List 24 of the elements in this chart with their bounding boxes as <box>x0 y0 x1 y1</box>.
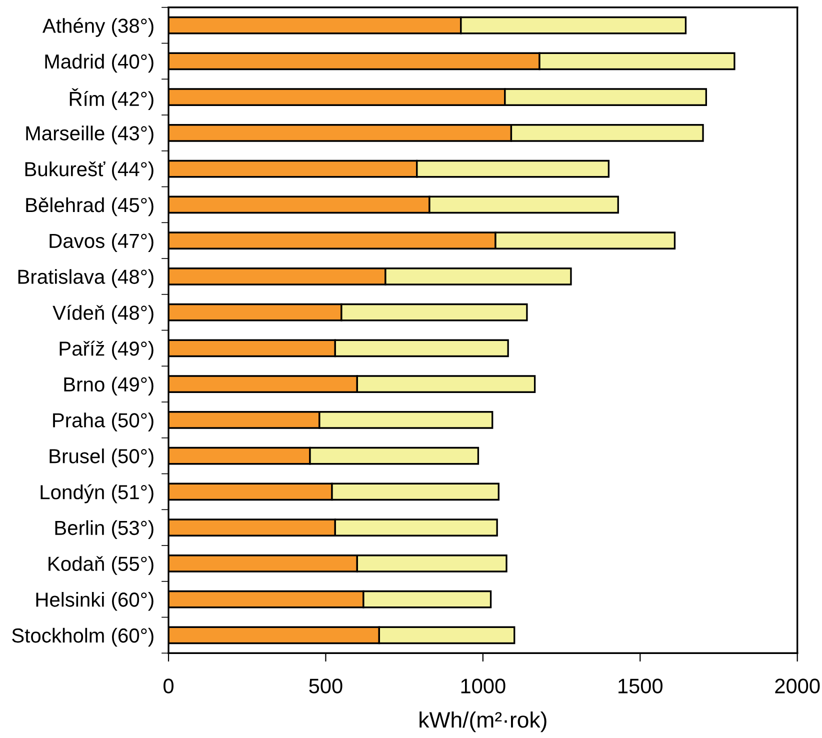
x-tick-label: 500 <box>309 678 342 694</box>
y-tick-label: Brusel (50°) <box>50 448 154 468</box>
y-tick-label: Stockholm (60°) <box>12 628 154 647</box>
y-tick-label: Bělehrad (45°) <box>26 197 154 216</box>
y-tick-label: Berlin (53°) <box>55 520 154 540</box>
y-tick-label: Řím (42°) <box>70 88 154 110</box>
y-tick-label: Bukurešť (44°) <box>25 161 154 180</box>
y-tick-label: Marseille (43°) <box>26 126 154 144</box>
x-tick-label: 1000 <box>461 678 506 694</box>
y-tick-label: Athény (38°) <box>42 18 154 37</box>
y-tick-label: Paříž (49°) <box>60 340 154 360</box>
y-tick-label: Brno (49°) <box>64 376 154 396</box>
y-tick-label: Kodaň (55°) <box>48 556 154 575</box>
x-tick-label: 2000 <box>775 678 820 694</box>
y-tick-label: Vídeň (48°) <box>52 304 154 324</box>
y-tick-label: Bratislava (48°) <box>18 269 154 288</box>
x-tick-label: 0 <box>164 678 174 694</box>
x-axis-title: kWh/(m²·rok) <box>420 711 546 732</box>
y-tick-label: Praha (50°) <box>53 412 154 432</box>
y-tick-label: Londýn (51°) <box>40 484 154 504</box>
x-tick-label: 1500 <box>618 678 662 694</box>
y-tick-label: Helsinki (60°) <box>36 592 154 611</box>
y-tick-label: Davos (47°) <box>50 233 154 252</box>
y-tick-label: Madrid (40°) <box>45 54 154 73</box>
